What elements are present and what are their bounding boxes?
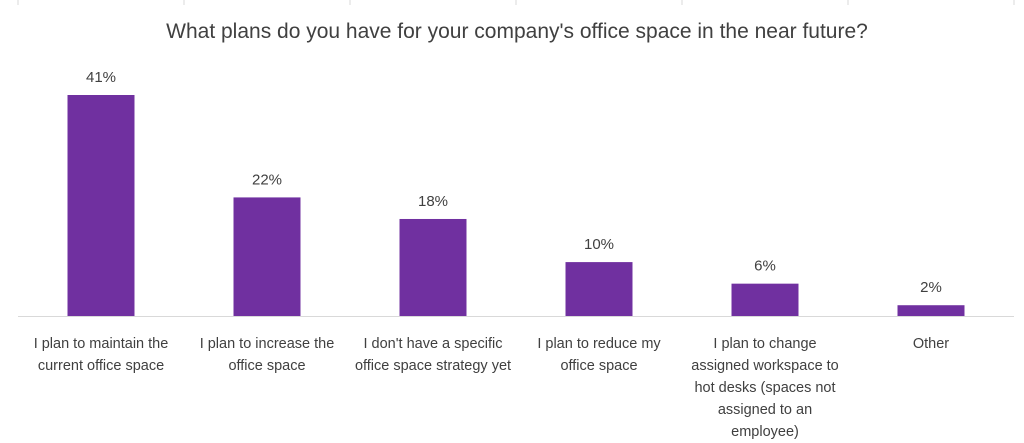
bar [67,95,135,316]
bar [399,218,467,316]
data-label: 41% [86,69,116,86]
category-label: I plan to reduce my office space [537,336,661,374]
data-label: 22% [252,171,282,188]
bar [897,305,965,316]
bar [565,262,633,316]
data-label: 2% [920,279,942,296]
category-label: I don't have a specific office space str… [354,336,512,374]
category-label: I plan to change assigned workspace to h… [691,336,839,440]
data-label: 6% [754,258,776,275]
data-label: 10% [584,236,614,253]
chart-title: What plans do you have for your company'… [166,20,868,43]
data-label: 18% [418,193,448,210]
bar [233,197,301,316]
category-label: I plan to maintain the current office sp… [33,336,169,374]
category-label: I plan to increase the office space [199,336,335,374]
category-label: Other [912,336,950,352]
bar [731,283,799,316]
